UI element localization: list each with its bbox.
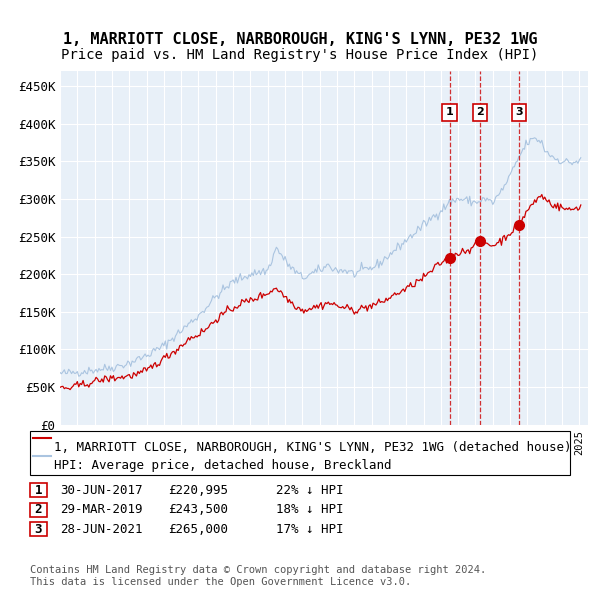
Text: £220,995: £220,995 bbox=[168, 484, 228, 497]
Text: 1, MARRIOTT CLOSE, NARBOROUGH, KING'S LYNN, PE32 1WG (detached house): 1, MARRIOTT CLOSE, NARBOROUGH, KING'S LY… bbox=[54, 441, 571, 454]
Text: 1, MARRIOTT CLOSE, NARBOROUGH, KING'S LYNN, PE32 1WG: 1, MARRIOTT CLOSE, NARBOROUGH, KING'S LY… bbox=[63, 32, 537, 47]
Text: 1: 1 bbox=[446, 107, 454, 117]
Text: 29-MAR-2019: 29-MAR-2019 bbox=[60, 503, 143, 516]
Text: 30-JUN-2017: 30-JUN-2017 bbox=[60, 484, 143, 497]
Text: £265,000: £265,000 bbox=[168, 523, 228, 536]
Text: Price paid vs. HM Land Registry's House Price Index (HPI): Price paid vs. HM Land Registry's House … bbox=[61, 48, 539, 62]
Text: Contains HM Land Registry data © Crown copyright and database right 2024.
This d: Contains HM Land Registry data © Crown c… bbox=[30, 565, 486, 587]
Text: 17% ↓ HPI: 17% ↓ HPI bbox=[276, 523, 343, 536]
Text: 18% ↓ HPI: 18% ↓ HPI bbox=[276, 503, 343, 516]
Text: 28-JUN-2021: 28-JUN-2021 bbox=[60, 523, 143, 536]
Text: 1: 1 bbox=[35, 484, 42, 497]
Text: £243,500: £243,500 bbox=[168, 503, 228, 516]
Text: 2: 2 bbox=[35, 503, 42, 516]
Text: HPI: Average price, detached house, Breckland: HPI: Average price, detached house, Brec… bbox=[54, 459, 392, 472]
Text: 3: 3 bbox=[515, 107, 523, 117]
Text: 22% ↓ HPI: 22% ↓ HPI bbox=[276, 484, 343, 497]
Text: 3: 3 bbox=[35, 523, 42, 536]
Text: 2: 2 bbox=[476, 107, 484, 117]
